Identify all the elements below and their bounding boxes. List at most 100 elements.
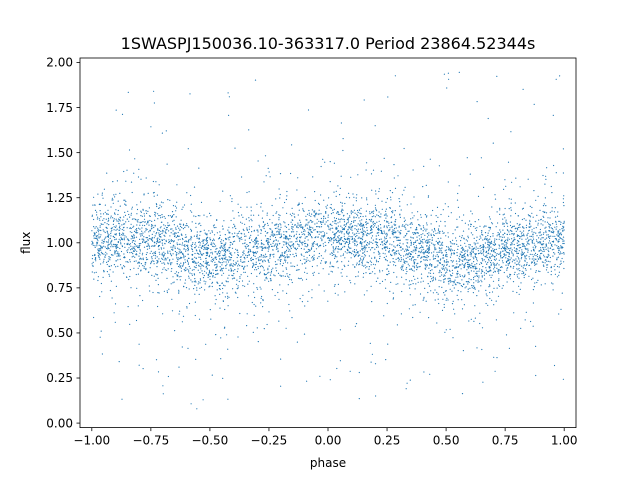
data-point <box>508 208 510 210</box>
data-point <box>424 251 426 253</box>
data-point <box>311 257 313 259</box>
data-point <box>203 280 205 282</box>
data-point <box>179 256 182 258</box>
data-point <box>410 227 412 229</box>
data-point <box>521 208 524 210</box>
data-point <box>194 280 196 282</box>
data-point <box>444 250 446 252</box>
data-point <box>108 256 110 258</box>
data-point <box>199 279 202 281</box>
data-point <box>138 343 140 345</box>
data-point <box>461 255 463 257</box>
data-point <box>337 294 339 296</box>
data-point <box>412 283 414 285</box>
data-point <box>518 273 520 275</box>
data-point <box>170 232 172 234</box>
data-point <box>425 259 427 261</box>
data-point <box>274 227 276 230</box>
data-point <box>357 255 359 257</box>
data-point <box>184 279 187 281</box>
data-point <box>375 244 377 246</box>
data-point <box>108 273 110 275</box>
data-point <box>546 266 548 269</box>
data-point <box>469 247 471 249</box>
data-point <box>305 224 307 226</box>
data-point <box>533 254 535 256</box>
data-point <box>426 245 428 247</box>
data-point <box>253 283 255 285</box>
data-point <box>229 259 231 261</box>
data-point <box>440 213 442 216</box>
data-point <box>229 195 231 197</box>
data-point <box>191 269 193 271</box>
data-point <box>486 237 488 240</box>
data-point <box>291 219 293 221</box>
data-point <box>280 275 282 277</box>
data-point <box>355 197 357 199</box>
data-point <box>539 232 541 234</box>
data-point <box>130 181 133 183</box>
data-point <box>184 226 186 229</box>
data-point <box>353 238 355 240</box>
data-point <box>446 87 448 89</box>
data-point <box>143 239 145 241</box>
data-point <box>530 268 532 270</box>
data-point <box>223 261 225 263</box>
data-point <box>322 235 324 237</box>
data-point <box>158 184 160 186</box>
data-point <box>456 218 458 220</box>
data-point <box>461 279 463 281</box>
data-point <box>342 240 344 242</box>
data-point <box>137 246 139 249</box>
data-point <box>376 244 379 246</box>
data-point <box>231 243 233 245</box>
data-point <box>301 263 303 265</box>
data-point <box>159 207 161 209</box>
data-point <box>236 279 238 281</box>
data-point <box>529 215 531 217</box>
data-point <box>297 269 299 271</box>
data-point <box>242 254 244 256</box>
data-point <box>254 242 256 244</box>
data-point <box>320 237 322 239</box>
data-point <box>543 265 545 267</box>
data-point <box>514 250 516 252</box>
data-point <box>208 286 210 288</box>
data-point <box>195 264 197 266</box>
data-point <box>182 206 184 208</box>
data-point <box>304 237 306 239</box>
data-point <box>523 272 525 274</box>
data-point <box>199 244 201 246</box>
data-point <box>161 252 163 254</box>
data-point <box>557 240 559 242</box>
data-point <box>177 259 179 261</box>
data-point <box>94 227 96 229</box>
data-point <box>151 224 153 226</box>
data-point <box>292 229 294 231</box>
data-point <box>474 264 476 266</box>
data-point <box>395 236 397 238</box>
data-point <box>500 255 502 257</box>
data-point <box>203 246 205 248</box>
data-point <box>302 228 304 230</box>
data-point <box>443 260 445 262</box>
data-point <box>449 241 451 243</box>
data-point <box>236 256 238 259</box>
data-point <box>220 268 222 270</box>
data-point <box>482 260 484 262</box>
data-point <box>161 242 163 244</box>
data-point <box>372 263 375 265</box>
data-point <box>553 265 555 267</box>
data-point <box>466 157 468 159</box>
data-point <box>403 217 405 219</box>
data-point <box>284 241 286 243</box>
data-point <box>392 212 394 214</box>
data-point <box>179 223 181 225</box>
data-point <box>530 320 532 323</box>
data-point <box>253 254 255 257</box>
data-point <box>163 224 165 226</box>
data-point <box>115 229 117 231</box>
data-point <box>114 239 116 241</box>
data-point <box>474 244 476 246</box>
